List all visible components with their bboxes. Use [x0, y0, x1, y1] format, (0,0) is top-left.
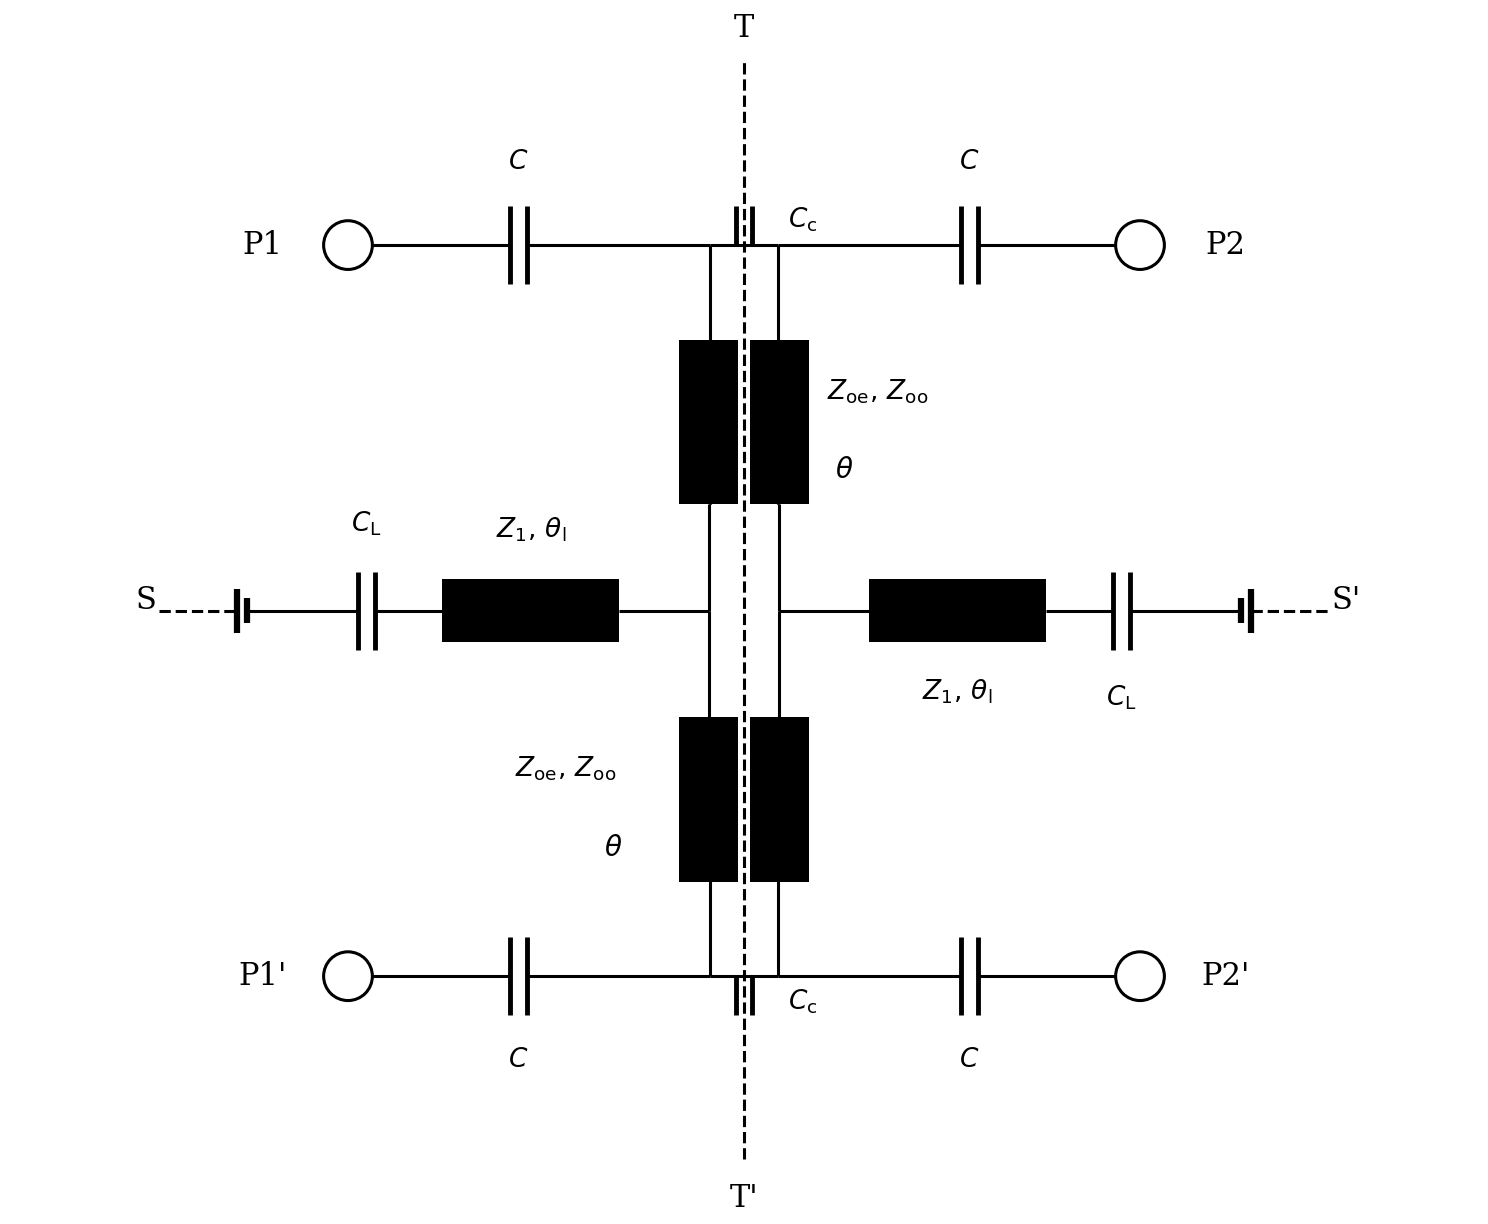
- Text: P1': P1': [238, 961, 287, 991]
- Text: S': S': [1332, 585, 1360, 617]
- Text: $\theta$: $\theta$: [604, 835, 622, 862]
- Text: S: S: [135, 585, 156, 617]
- Text: $Z_1,\, \theta_\mathrm{l}$: $Z_1,\, \theta_\mathrm{l}$: [923, 678, 992, 706]
- Bar: [750, 717, 808, 881]
- Text: $Z_\mathrm{oe},\, Z_\mathrm{oo}$: $Z_\mathrm{oe},\, Z_\mathrm{oo}$: [827, 377, 929, 405]
- Text: $Z_1,\, \theta_\mathrm{l}$: $Z_1,\, \theta_\mathrm{l}$: [496, 515, 565, 543]
- Bar: [680, 339, 738, 504]
- Text: $C_\mathrm{c}$: $C_\mathrm{c}$: [787, 206, 817, 234]
- Text: $Z_\mathrm{oe},\, Z_\mathrm{oo}$: $Z_\mathrm{oe},\, Z_\mathrm{oo}$: [515, 755, 616, 783]
- Text: P1: P1: [243, 230, 283, 261]
- Text: $\theta$: $\theta$: [835, 457, 854, 483]
- Text: T: T: [734, 13, 754, 44]
- Text: T': T': [729, 1184, 759, 1214]
- Bar: [869, 579, 1046, 643]
- Text: P2': P2': [1201, 961, 1250, 991]
- Text: $C_\mathrm{c}$: $C_\mathrm{c}$: [787, 988, 817, 1016]
- Text: $C_\mathrm{L}$: $C_\mathrm{L}$: [1107, 684, 1137, 712]
- Text: $C$: $C$: [960, 1047, 979, 1072]
- Bar: [750, 339, 808, 504]
- Text: $C$: $C$: [960, 149, 979, 174]
- Text: $C_\mathrm{L}$: $C_\mathrm{L}$: [351, 509, 381, 537]
- Bar: [680, 717, 738, 881]
- Text: $C$: $C$: [509, 149, 528, 174]
- Text: $C$: $C$: [509, 1047, 528, 1072]
- Bar: [442, 579, 619, 643]
- Text: P2: P2: [1205, 230, 1245, 261]
